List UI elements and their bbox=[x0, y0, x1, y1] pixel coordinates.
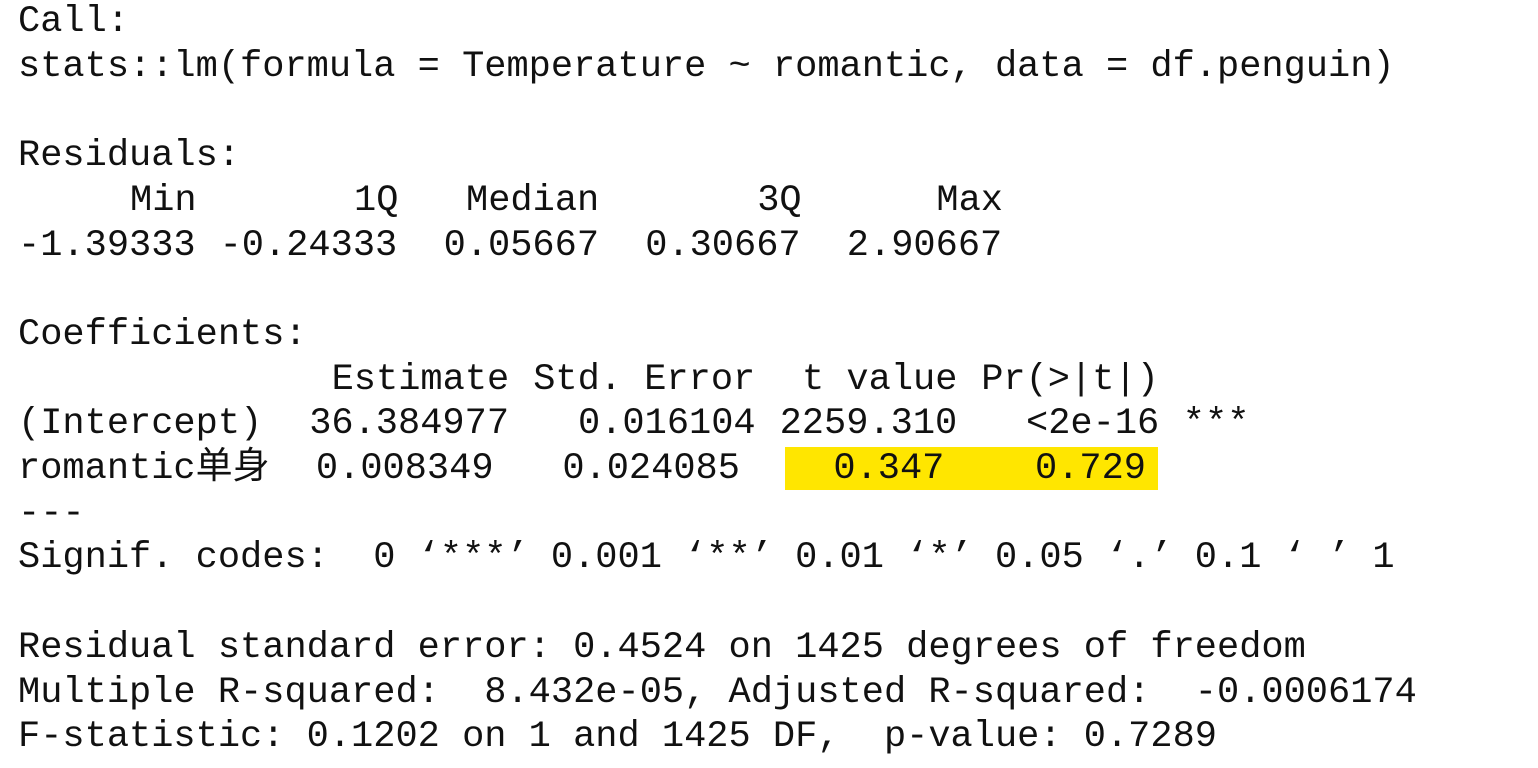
coef-header: Std. Error bbox=[533, 358, 756, 401]
coef-cell: <2e-16 bbox=[1026, 403, 1160, 446]
signif-codes: Signif. codes: 0 ‘***’ 0.001 ‘**’ 0.01 ‘… bbox=[18, 537, 1395, 580]
call-formula: stats::lm(formula = Temperature ~ romant… bbox=[18, 45, 1395, 88]
coef-cell: 0.016104 bbox=[578, 403, 756, 446]
residual-header: Max bbox=[936, 179, 1004, 222]
residual-value: 2.90667 bbox=[846, 224, 1003, 267]
residual-header: 1Q bbox=[354, 179, 399, 222]
coef-cell: 0.347 bbox=[833, 448, 945, 490]
coef-cell: 0.008349 bbox=[315, 448, 494, 490]
summary-line: F-statistic: 0.1202 on 1 and 1425 DF, p-… bbox=[18, 716, 1217, 759]
coef-header: t value bbox=[802, 358, 958, 401]
residual-value: 0.05667 bbox=[443, 224, 600, 267]
highlight bbox=[785, 447, 1158, 490]
residual-header: Median bbox=[466, 179, 600, 222]
coef-cell: (Intercept) bbox=[18, 403, 263, 446]
residual-value: -1.39333 bbox=[18, 224, 196, 267]
coef-cell: 36.384977 bbox=[309, 403, 510, 446]
coef-cell: 0.729 bbox=[1034, 448, 1146, 490]
coef-header: Estimate bbox=[331, 358, 510, 401]
coefficients-label: Coefficients: bbox=[18, 313, 307, 356]
summary-line: Residual standard error: 0.4524 on 1425 … bbox=[18, 626, 1306, 669]
summary-line: Multiple R-squared: 8.432e-05, Adjusted … bbox=[18, 671, 1417, 714]
coef-cell: romantic单身 bbox=[18, 448, 270, 490]
residuals-label: Residuals: bbox=[18, 135, 241, 178]
separator: --- bbox=[18, 492, 85, 535]
residual-value: 0.30667 bbox=[645, 224, 801, 267]
coef-cell: 2259.310 bbox=[779, 403, 958, 446]
residual-header: Min bbox=[130, 179, 197, 222]
call-label: Call: bbox=[18, 1, 130, 43]
residual-header: 3Q bbox=[757, 179, 802, 222]
coef-cell: *** bbox=[1182, 403, 1250, 446]
coef-header: Pr(>|t|) bbox=[981, 358, 1159, 401]
coef-cell: 0.024085 bbox=[562, 448, 740, 490]
residual-value: -0.24333 bbox=[219, 224, 398, 267]
